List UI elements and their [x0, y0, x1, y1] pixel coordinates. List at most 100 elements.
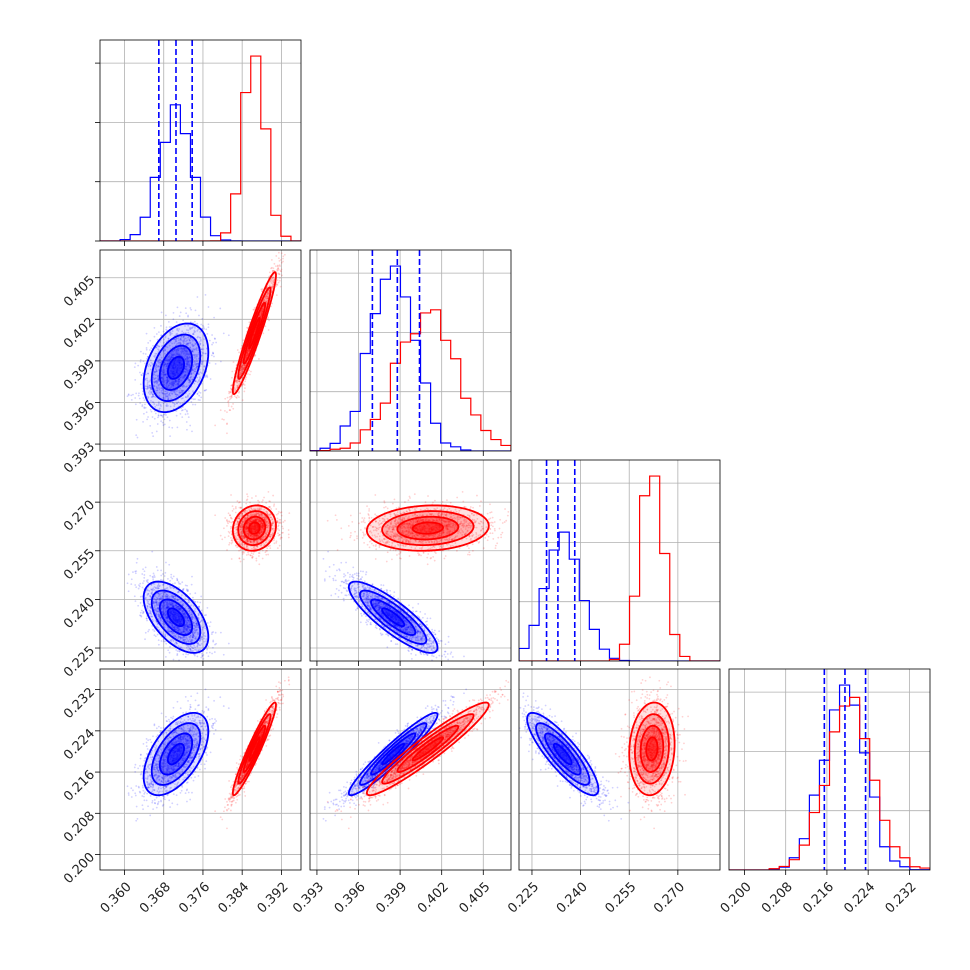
sample-point	[199, 377, 201, 380]
sample-point	[172, 575, 175, 578]
sample-point	[179, 376, 182, 379]
sample-point	[205, 651, 208, 654]
sample-point	[176, 372, 179, 375]
sample-point	[156, 381, 159, 384]
sample-point	[264, 325, 267, 328]
sample-point	[177, 366, 180, 369]
sample-point	[142, 568, 144, 571]
sample-point	[164, 390, 166, 393]
sample-point	[185, 349, 188, 352]
sample-point	[160, 311, 163, 314]
sample-point	[177, 372, 179, 375]
sample-point	[261, 308, 264, 311]
sample-point	[165, 405, 168, 407]
sample-point	[143, 574, 146, 576]
sample-point	[166, 364, 168, 367]
sample-point	[168, 360, 171, 362]
sample-point	[170, 573, 173, 576]
sample-point	[168, 359, 171, 361]
sample-point	[287, 533, 290, 536]
sample-point	[147, 630, 150, 633]
sample-point	[147, 386, 149, 389]
sample-point	[184, 368, 187, 371]
sample-point	[150, 387, 153, 390]
sample-point	[177, 358, 180, 361]
sample-point	[185, 368, 188, 371]
sample-point	[186, 361, 189, 363]
sample-point	[154, 347, 157, 349]
sample-point	[194, 330, 196, 333]
sample-point	[174, 359, 176, 362]
sample-point	[182, 386, 184, 388]
sample-point	[176, 382, 179, 385]
sample-point	[166, 395, 169, 397]
sample-point	[146, 356, 149, 358]
sample-point	[147, 391, 150, 394]
sample-point	[169, 358, 172, 361]
sample-point	[166, 381, 169, 384]
sample-point	[151, 401, 154, 403]
sample-point	[185, 350, 188, 352]
sample-point	[139, 611, 142, 614]
sample-point	[157, 402, 160, 405]
sample-point	[157, 414, 160, 416]
sample-point	[157, 375, 159, 378]
sample-point	[149, 384, 151, 387]
sample-point	[179, 364, 182, 366]
sample-point	[255, 557, 258, 560]
sample-point	[151, 393, 154, 396]
sample-point	[153, 403, 156, 405]
sample-point	[150, 396, 153, 399]
sample-point	[163, 363, 166, 366]
sample-point	[246, 351, 249, 354]
sample-point	[187, 362, 189, 365]
sample-point	[175, 321, 178, 323]
sample-point	[153, 370, 156, 373]
sample-point	[270, 267, 272, 270]
sample-point	[165, 381, 168, 384]
sample-point	[153, 377, 155, 380]
sample-point	[176, 367, 179, 370]
sample-point	[242, 367, 245, 370]
sample-point	[174, 367, 177, 370]
sample-point	[189, 321, 192, 324]
sample-point	[157, 361, 160, 364]
sample-point	[173, 372, 176, 375]
sample-point	[241, 344, 243, 347]
sample-point	[156, 387, 159, 390]
sample-point	[164, 314, 167, 317]
sample-point	[147, 342, 150, 344]
sample-point	[192, 365, 195, 368]
sample-point	[183, 367, 186, 370]
sample-point	[141, 573, 144, 575]
sample-point	[175, 369, 178, 372]
sample-point	[192, 398, 195, 401]
sample-point	[203, 365, 206, 368]
sample-point	[191, 350, 193, 353]
sample-point	[181, 409, 184, 411]
sample-point	[146, 385, 148, 388]
sample-point	[161, 377, 164, 379]
sample-point	[265, 501, 268, 504]
sample-point	[172, 373, 175, 375]
sample-point	[180, 374, 183, 377]
sample-point	[246, 351, 249, 354]
sample-point	[134, 584, 137, 586]
sample-point	[204, 352, 207, 355]
sample-point	[170, 358, 173, 360]
sample-point	[160, 377, 163, 380]
sample-point	[230, 494, 232, 496]
sample-point	[215, 341, 218, 344]
sample-point	[163, 374, 166, 377]
sample-point	[172, 390, 175, 392]
sample-point	[172, 370, 175, 373]
sample-point	[154, 412, 157, 415]
sample-point	[174, 374, 177, 377]
contour-series-0	[142, 322, 210, 414]
sample-point	[194, 353, 197, 356]
sample-point	[172, 384, 175, 387]
sample-point	[160, 578, 162, 581]
sample-point	[168, 326, 171, 328]
sample-point	[191, 378, 194, 381]
sample-point	[153, 395, 156, 398]
